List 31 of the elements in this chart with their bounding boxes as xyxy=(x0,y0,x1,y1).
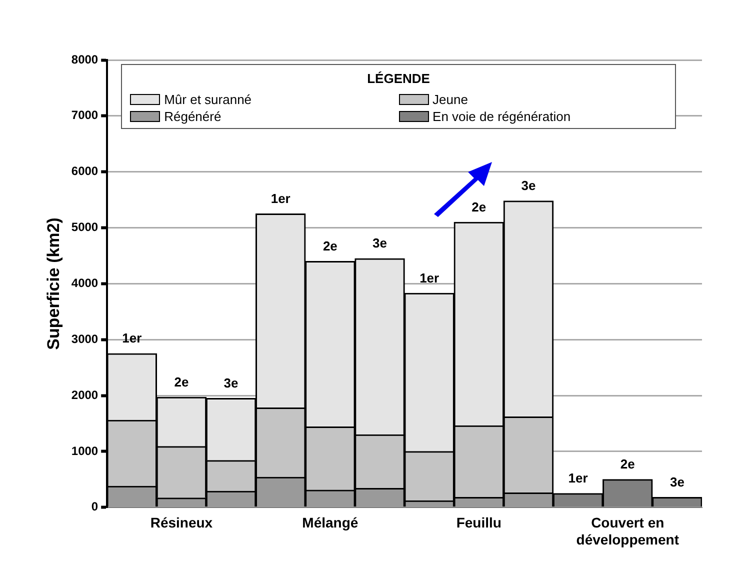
x-tick-label: Feuillu xyxy=(456,514,502,531)
y-tick-label: 3000 xyxy=(71,332,98,346)
annotation: 3e xyxy=(224,375,238,390)
annotation: 3e xyxy=(372,236,387,251)
y-tick-label: 5000 xyxy=(71,220,98,234)
x-tick-label: Résineux xyxy=(150,514,213,531)
legend-label: En voie de régénération xyxy=(432,109,571,124)
x-tick-label: Mélangé xyxy=(302,514,358,531)
y-tick-label: 8000 xyxy=(71,52,98,66)
y-axis-title: Superficie (km2) xyxy=(44,218,63,350)
y-tick-label: 2000 xyxy=(71,388,98,402)
y-tick-label: 4000 xyxy=(71,276,98,290)
legend-label: Mûr et suranné xyxy=(164,92,252,107)
annotation: 1er xyxy=(270,190,290,206)
legend-title: LÉGENDE xyxy=(366,71,431,86)
annotation: 3e xyxy=(521,178,536,194)
annotation: 1er xyxy=(122,330,142,346)
annotation: 1er xyxy=(420,270,440,286)
y-tick-label: 6000 xyxy=(71,164,98,178)
legend-label: Régénéré xyxy=(164,109,222,124)
y-tick-label: 7000 xyxy=(71,108,98,122)
annotation: 2e xyxy=(174,374,189,390)
legend-label: Jeune xyxy=(432,92,468,107)
annotation: 3e xyxy=(670,474,684,490)
x-tick-label: Couvert en développement xyxy=(576,514,680,548)
annotation: 2e xyxy=(472,199,486,214)
annotation: 2e xyxy=(322,238,338,254)
y-tick-label: 1000 xyxy=(71,444,98,458)
y-tick-label: 0 xyxy=(91,500,98,514)
annotation: 2e xyxy=(620,456,635,472)
annotation: 1er xyxy=(568,470,588,486)
